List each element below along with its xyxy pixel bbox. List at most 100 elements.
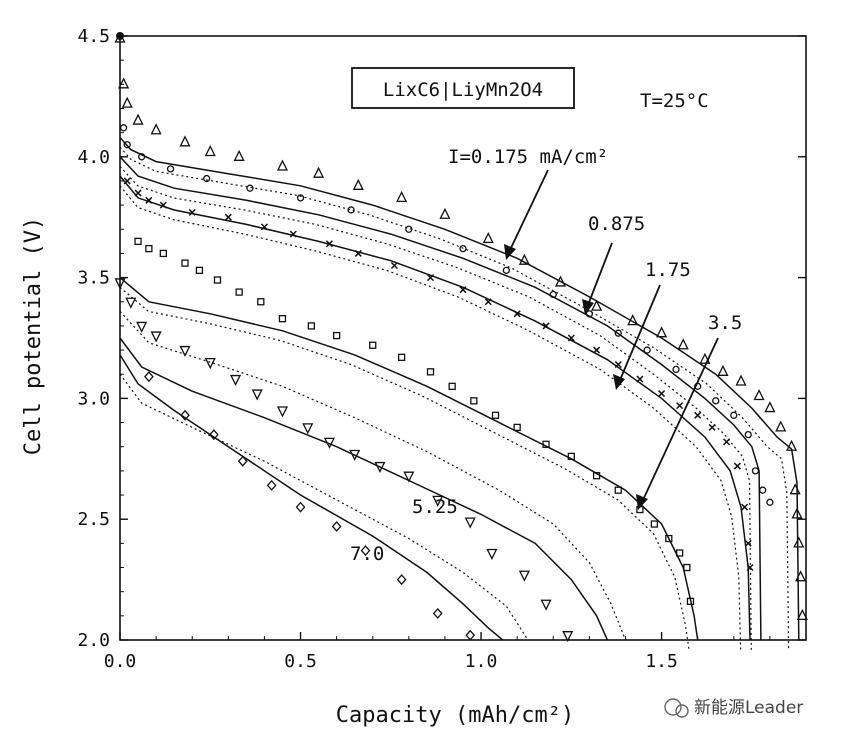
data-point-0.875 (123, 141, 131, 149)
model-dotted-3.5 (119, 286, 690, 650)
data-point-5.25 (403, 471, 415, 483)
data-point-1.75-b (542, 322, 550, 330)
arrow-0175 (509, 169, 549, 251)
rate-label-175: 1.75 (645, 259, 691, 281)
data-point-0.875 (643, 346, 651, 354)
data-point-0.175 (775, 420, 787, 432)
data-point-0.175 (439, 207, 451, 219)
data-point-5.25 (540, 599, 552, 611)
data-point-5.25 (349, 449, 361, 461)
data-point-0.175 (482, 231, 494, 244)
data-point-7.0 (209, 429, 219, 441)
data-point-0.175 (786, 439, 798, 451)
data-point-1.75-b (224, 213, 232, 221)
data-point-3.5 (686, 597, 695, 605)
data-point-5.25 (374, 461, 386, 474)
data-point-1.75-b (676, 402, 684, 410)
data-point-0.175 (656, 326, 668, 338)
data-point-3.5 (567, 452, 575, 461)
model-curve-0.175 (119, 137, 800, 641)
data-point-1.75-b (134, 189, 142, 197)
rate-label-0875: 0.875 (588, 213, 645, 235)
data-point-3.5 (195, 266, 204, 275)
data-point-1.75-b (733, 462, 741, 470)
data-point-3.5 (134, 237, 142, 246)
data-point-5.25 (114, 278, 126, 290)
data-point-7.0 (295, 501, 306, 513)
data-point-0.875 (585, 310, 594, 318)
rate-label-35: 3.5 (708, 312, 742, 334)
data-point-1.75-b (723, 438, 731, 446)
arrow-0875 (587, 242, 613, 306)
data-point-0.175 (793, 536, 805, 548)
data-point-1.75-b (744, 539, 752, 547)
data-point-3.5 (278, 315, 287, 323)
data-point-3.5 (683, 563, 691, 572)
x-tick-label: 0.5 (284, 651, 317, 672)
data-point-0.175 (313, 166, 325, 178)
data-point-3.5 (181, 259, 189, 267)
data-point-1.75-b (636, 375, 644, 383)
data-point-0.175 (796, 608, 808, 620)
data-point-3.5 (213, 276, 222, 284)
data-point-1.75-b (325, 240, 333, 248)
data-point-1.75-b (614, 361, 622, 369)
data-point-0.875 (119, 124, 128, 132)
y-tick-label: 3.0 (77, 388, 110, 409)
data-point-5.25 (432, 495, 444, 507)
wechat-icon-bubble (675, 704, 689, 718)
data-point-3.5 (397, 353, 406, 361)
data-point-1.75-b (459, 286, 467, 294)
data-point-0.175 (789, 483, 801, 495)
arrow-175-head (613, 374, 625, 390)
data-point-1.75-b (593, 346, 601, 354)
data-point-0.875 (203, 174, 211, 183)
data-point-0.875 (759, 486, 767, 494)
data-point-1.75-b (390, 261, 398, 270)
data-point-0.175 (204, 145, 216, 157)
model-dotted-0.175 (119, 146, 790, 650)
data-point-0.875 (246, 184, 254, 192)
data-point-1.75-b (123, 177, 131, 185)
data-point-5.25 (229, 374, 242, 387)
y-tick-label: 4.5 (77, 26, 110, 47)
model-curve-3.5 (119, 277, 699, 641)
data-point-0.175 (591, 299, 603, 311)
data-point-3.5 (369, 341, 377, 349)
y-tick-label: 3.5 (77, 268, 110, 289)
x-tick-label: 0.0 (104, 651, 137, 672)
data-point-7.0 (432, 607, 443, 619)
arrow-175 (619, 284, 661, 381)
data-point-3.5 (332, 331, 341, 340)
data-point-1.75-b (260, 223, 268, 231)
model-curve-5.25 (119, 337, 609, 641)
data-point-0.175 (735, 374, 747, 386)
data-point-5.25 (251, 389, 263, 401)
arrow-35-head (636, 494, 648, 510)
data-point-3.5 (650, 520, 659, 528)
data-point-5.25 (204, 358, 216, 370)
data-point-0.175 (717, 364, 729, 376)
data-point-0.875 (672, 365, 680, 374)
data-point-3.5 (235, 288, 243, 296)
data-point-0.875 (751, 467, 760, 475)
data-point-7.0 (237, 455, 248, 467)
data-point-0.875 (549, 290, 557, 299)
data-point-0.175 (753, 389, 765, 401)
data-point-7.0 (396, 574, 407, 586)
rate-label-70: 7.0 (350, 543, 384, 565)
arrow-layer (504, 169, 719, 510)
data-point-7.0 (360, 545, 371, 557)
data-point-0.175 (677, 338, 689, 350)
data-point-1.75-b (159, 201, 167, 209)
data-point-0.875 (138, 153, 146, 161)
data-point-0.875 (744, 430, 752, 439)
arrow-35 (642, 337, 719, 501)
data-point-3.5 (513, 423, 521, 432)
data-point-3.5 (159, 249, 167, 258)
data-point-0.175 (518, 253, 530, 265)
data-point-7.0 (465, 629, 476, 641)
y-axis-title: Cell potential (V) (21, 217, 46, 455)
data-point-0.875 (459, 244, 467, 253)
